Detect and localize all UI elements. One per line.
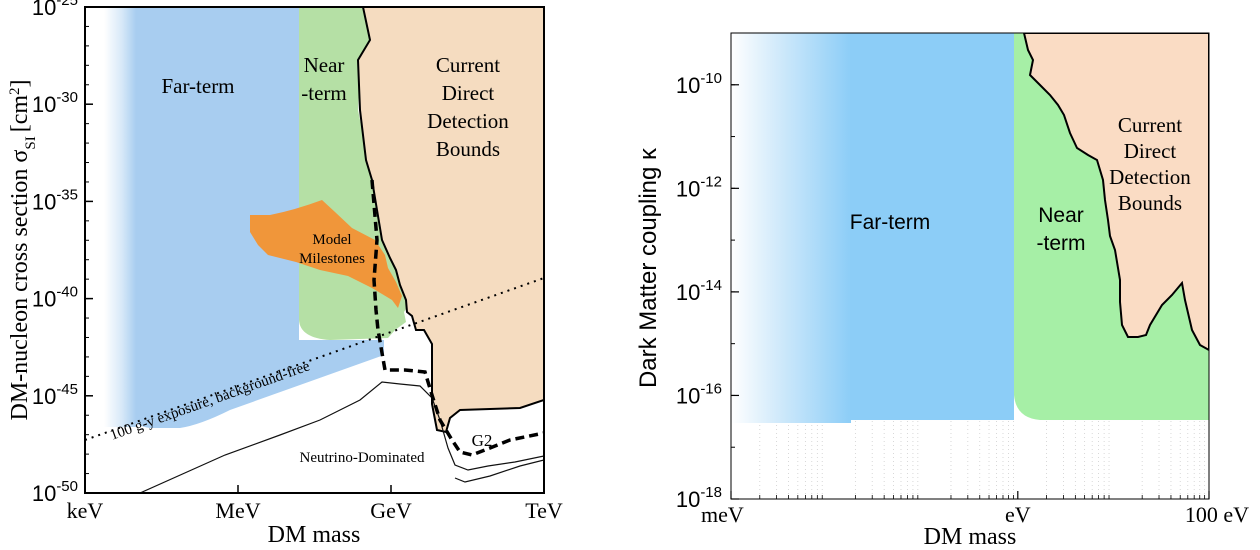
left-x-tick-label: keV — [67, 498, 104, 523]
g2-curve — [370, 179, 544, 457]
near-term-label-left-1: Near — [304, 53, 345, 77]
right-x-tick-label: 100 eV — [1185, 502, 1249, 527]
left-y-tick-marks — [85, 6, 93, 494]
near-term-label-right-1: Near — [1038, 204, 1084, 227]
right-y-tick-label: 10-16 — [676, 380, 722, 408]
left-x-tick-label: TeV — [525, 498, 563, 523]
region-current-bounds — [356, 7, 544, 434]
bounds-label-right-4: Bounds — [1118, 191, 1182, 215]
milestones-label-1: Model — [312, 232, 351, 248]
far-term-label-right: Far-term — [850, 211, 931, 234]
bounds-label-left-2: Direct — [442, 81, 495, 105]
left-y-tick-label: 10-45 — [32, 381, 78, 409]
left-x-tick-marks — [84, 485, 545, 493]
right-y-tick-label: 10-14 — [676, 277, 722, 305]
bounds-label-right-3: Detection — [1109, 165, 1191, 189]
near-term-label-left-2: -term — [301, 81, 346, 105]
right-y-tick-marks — [731, 32, 739, 500]
far-term-label-left: Far-term — [161, 74, 234, 98]
bounds-label-left-4: Bounds — [436, 137, 500, 161]
right-x-axis-title: DM mass — [924, 524, 1017, 550]
left-plot-frame — [84, 6, 545, 494]
right-x-tick-marks — [730, 491, 1210, 499]
right-plot-frame — [730, 32, 1210, 500]
neutrino-floor-line-2 — [454, 459, 544, 483]
left-y-tick-labels: 10-25 10-30 10-35 10-40 10-45 10-50 — [32, 0, 78, 506]
near-term-label-right-2: -term — [1037, 232, 1086, 255]
right-chart: Far-term Near -term Current Direct Detec… — [635, 32, 1249, 550]
left-x-axis-title: DM mass — [268, 522, 361, 548]
right-x-tick-label: meV — [701, 502, 744, 527]
bounds-label-left-1: Current — [436, 53, 500, 77]
left-y-tick-label: 10-25 — [32, 0, 78, 20]
region-current-bounds-right — [1022, 33, 1209, 352]
right-x-tick-labels: meV eV 100 eV — [701, 502, 1249, 527]
left-x-tick-label: MeV — [215, 498, 260, 523]
bounds-label-right-1: Current — [1118, 113, 1182, 137]
right-y-tick-label: 10-10 — [676, 70, 722, 98]
right-x-tick-label: eV — [1005, 502, 1031, 527]
bounds-label-left-3: Detection — [427, 109, 509, 133]
right-y-tick-label: 10-18 — [676, 484, 722, 512]
neutrino-label: Neutrino-Dominated — [300, 450, 425, 466]
left-y-tick-label: 10-40 — [32, 284, 78, 312]
right-y-tick-label: 10-12 — [676, 173, 722, 201]
region-far-term-right-fade — [731, 33, 851, 423]
right-y-tick-labels: 10-10 10-12 10-14 10-16 10-18 — [676, 70, 722, 512]
left-x-tick-label: GeV — [370, 498, 412, 523]
left-y-tick-label: 10-35 — [32, 186, 78, 214]
left-y-axis-title: DM-nucleon cross section σSI[cm2] — [7, 79, 39, 420]
left-chart: Far-term Near -term Current Direct Detec… — [7, 0, 563, 548]
bounds-label-right-2: Direct — [1124, 139, 1177, 163]
region-far-term-fade — [104, 7, 136, 427]
neutrino-floor-line — [139, 381, 544, 493]
left-x-tick-labels: keV MeV GeV TeV — [67, 498, 563, 523]
right-y-axis-title: Dark Matter coupling κ — [635, 147, 662, 388]
g2-label: G2 — [472, 431, 493, 450]
left-y-tick-label: 10-30 — [32, 89, 78, 117]
milestones-label-2: Milestones — [299, 251, 365, 267]
region-model-milestones — [250, 200, 402, 308]
region-far-term — [104, 7, 384, 428]
left-y-tick-label: 10-50 — [32, 478, 78, 506]
